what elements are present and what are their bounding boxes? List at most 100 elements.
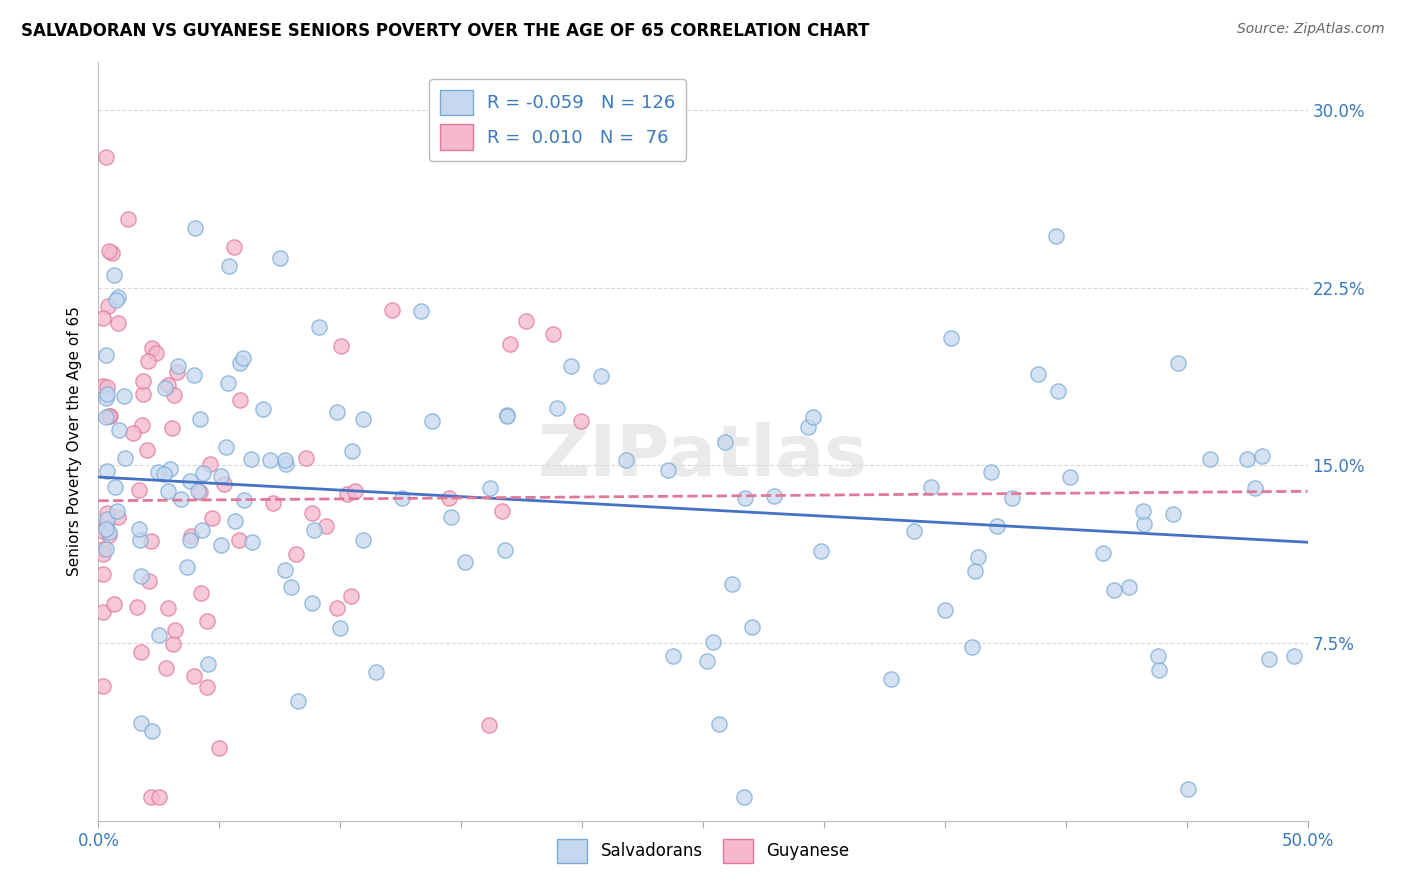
Point bbox=[308, 320, 330, 334]
Point bbox=[191, 466, 214, 480]
Point bbox=[962, 640, 984, 654]
Point bbox=[479, 481, 502, 495]
Point bbox=[114, 451, 136, 466]
Point bbox=[240, 535, 263, 549]
Point bbox=[662, 649, 685, 664]
Point bbox=[153, 467, 176, 481]
Point bbox=[614, 453, 637, 467]
Point bbox=[1059, 470, 1081, 484]
Point bbox=[437, 491, 460, 505]
Point bbox=[157, 378, 180, 392]
Point bbox=[228, 393, 250, 408]
Text: SALVADORAN VS GUYANESE SENIORS POVERTY OVER THE AGE OF 65 CORRELATION CHART: SALVADORAN VS GUYANESE SENIORS POVERTY O… bbox=[21, 22, 869, 40]
Point bbox=[217, 376, 239, 391]
Point bbox=[176, 559, 198, 574]
Point bbox=[228, 533, 250, 547]
Point bbox=[986, 519, 1008, 533]
Point bbox=[1091, 546, 1114, 560]
Point bbox=[1250, 450, 1272, 464]
Point bbox=[1282, 648, 1305, 663]
Point bbox=[763, 489, 786, 503]
Point bbox=[352, 411, 374, 425]
Point bbox=[591, 368, 613, 383]
Point bbox=[810, 544, 832, 558]
Point bbox=[148, 789, 170, 804]
Point bbox=[112, 388, 135, 402]
Point bbox=[104, 480, 127, 494]
Point bbox=[709, 717, 731, 731]
Point bbox=[103, 597, 125, 611]
Point bbox=[734, 491, 756, 505]
Point bbox=[198, 457, 221, 471]
Point bbox=[96, 387, 118, 401]
Point bbox=[240, 452, 263, 467]
Point bbox=[105, 503, 128, 517]
Point bbox=[179, 533, 201, 547]
Point bbox=[121, 426, 143, 441]
Point bbox=[1161, 507, 1184, 521]
Point bbox=[301, 596, 323, 610]
Point bbox=[98, 409, 121, 423]
Point bbox=[91, 524, 114, 538]
Point bbox=[166, 366, 188, 380]
Point bbox=[136, 443, 159, 458]
Point bbox=[197, 680, 219, 694]
Point bbox=[179, 475, 201, 489]
Point bbox=[302, 523, 325, 537]
Point bbox=[162, 637, 184, 651]
Point bbox=[218, 260, 240, 274]
Point bbox=[209, 538, 232, 552]
Point bbox=[129, 715, 152, 730]
Point bbox=[966, 549, 988, 564]
Point bbox=[139, 789, 162, 804]
Point bbox=[96, 506, 118, 520]
Point bbox=[98, 409, 121, 424]
Point bbox=[101, 246, 124, 260]
Point bbox=[148, 628, 170, 642]
Point bbox=[1000, 491, 1022, 505]
Point bbox=[148, 465, 170, 479]
Point bbox=[163, 624, 186, 638]
Point bbox=[190, 586, 212, 600]
Point bbox=[980, 465, 1002, 479]
Point bbox=[391, 491, 413, 505]
Point bbox=[91, 310, 114, 325]
Point bbox=[1132, 504, 1154, 518]
Point bbox=[128, 483, 150, 498]
Point bbox=[569, 414, 592, 428]
Point bbox=[329, 622, 352, 636]
Point bbox=[797, 420, 820, 434]
Point bbox=[541, 326, 564, 341]
Point bbox=[96, 511, 118, 525]
Point bbox=[209, 469, 232, 483]
Point bbox=[1102, 582, 1125, 597]
Point bbox=[107, 510, 129, 524]
Point bbox=[156, 483, 179, 498]
Point bbox=[280, 580, 302, 594]
Point bbox=[721, 577, 744, 591]
Point bbox=[515, 314, 537, 328]
Point bbox=[352, 533, 374, 548]
Point bbox=[496, 409, 519, 424]
Point bbox=[188, 484, 211, 499]
Point bbox=[201, 511, 224, 525]
Point bbox=[187, 483, 209, 498]
Point bbox=[224, 515, 246, 529]
Point bbox=[131, 417, 153, 432]
Point bbox=[696, 653, 718, 667]
Point bbox=[180, 529, 202, 543]
Point bbox=[117, 211, 139, 226]
Point bbox=[153, 381, 176, 395]
Point bbox=[94, 391, 117, 405]
Point bbox=[141, 723, 163, 738]
Point bbox=[329, 338, 352, 352]
Point bbox=[498, 337, 520, 351]
Point bbox=[163, 388, 186, 402]
Point bbox=[91, 541, 114, 556]
Point bbox=[98, 527, 121, 541]
Point bbox=[269, 252, 291, 266]
Point bbox=[1177, 782, 1199, 797]
Point bbox=[262, 496, 284, 510]
Point bbox=[733, 789, 755, 804]
Point bbox=[141, 534, 163, 549]
